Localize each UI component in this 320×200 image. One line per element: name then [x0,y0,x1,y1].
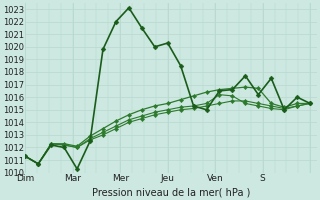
X-axis label: Pression niveau de la mer( hPa ): Pression niveau de la mer( hPa ) [92,187,251,197]
